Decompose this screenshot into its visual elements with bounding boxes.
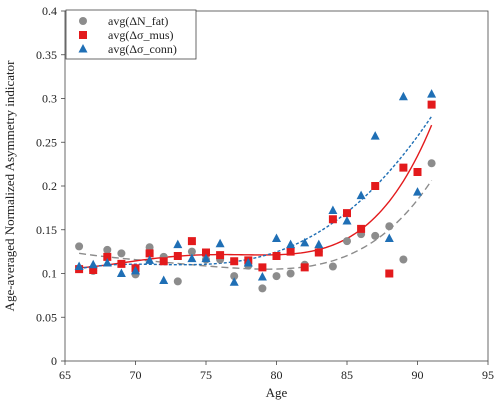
data-point (258, 284, 267, 293)
data-point (257, 272, 267, 281)
x-tick-label: 80 (271, 368, 283, 382)
data-point (300, 237, 310, 247)
data-point (314, 248, 323, 257)
data-point (173, 252, 182, 260)
data-point (159, 257, 168, 266)
data-point (286, 269, 295, 278)
data-point (384, 233, 394, 242)
data-point (300, 263, 309, 272)
y-tick-label: 0.35 (36, 48, 57, 62)
legend-label: avg(ΔN_fat) (108, 14, 168, 28)
data-point (215, 238, 225, 248)
legend-marker (78, 44, 88, 53)
x-axis-title: Age (266, 385, 288, 400)
data-point (102, 258, 112, 267)
data-point (187, 237, 196, 246)
y-tick-label: 0.4 (42, 4, 57, 18)
data-point (243, 258, 253, 267)
data-point (74, 261, 84, 270)
data-point (187, 247, 196, 256)
trendline (78, 179, 433, 270)
data-point (343, 209, 351, 218)
data-points (74, 89, 437, 293)
x-tick-label: 75 (200, 368, 212, 382)
plot-frame (64, 10, 489, 362)
data-point (370, 131, 380, 140)
data-point (145, 255, 155, 264)
data-point (427, 100, 436, 109)
data-point (328, 262, 337, 271)
data-point (399, 255, 408, 264)
y-tick-label: 0.15 (36, 223, 57, 237)
legend-box (65, 9, 197, 60)
data-point (399, 163, 408, 172)
legend-label: avg(Δσ_conn) (108, 42, 177, 56)
legend-marker (79, 17, 87, 25)
data-point (201, 253, 211, 263)
data-point (145, 243, 154, 252)
data-point (75, 242, 84, 251)
y-tick-label: 0.3 (42, 92, 57, 106)
data-point (328, 205, 338, 214)
trendline (79, 124, 433, 269)
data-point (216, 251, 225, 260)
data-point (173, 277, 182, 286)
x-tick-label: 65 (59, 368, 71, 382)
y-axis-title: Age-averaged Normalized Asymmetry indica… (2, 60, 17, 312)
x-tick-label: 70 (130, 368, 142, 382)
data-point (159, 275, 169, 284)
data-point (272, 252, 281, 260)
data-point (173, 239, 183, 249)
x-tick-label: 90 (412, 368, 424, 382)
data-point (286, 247, 295, 256)
data-point (427, 159, 436, 168)
x-tick-label: 95 (482, 368, 494, 382)
data-point (357, 224, 366, 233)
data-point (116, 268, 126, 277)
data-point (202, 248, 210, 257)
data-point (103, 245, 112, 254)
data-point (314, 239, 324, 249)
data-point (398, 91, 408, 101)
axes: 65 70 75 80 85 90 95 0 0.05 0.1 0.15 0.2 0.25 0.3 0.35… (36, 4, 494, 382)
data-point (371, 231, 380, 240)
data-point (103, 252, 112, 261)
data-point (272, 233, 281, 242)
data-point (89, 266, 98, 274)
legend-label: avg(Δσ_mus) (108, 28, 174, 42)
data-point (413, 187, 422, 196)
y-tick-label: 0.25 (36, 135, 57, 149)
data-point (117, 259, 126, 268)
data-point (230, 257, 239, 266)
legend-marker (79, 31, 87, 39)
data-point (131, 265, 140, 275)
legend: avg(ΔN_fat)avg(Δσ_mus)avg(Δσ_conn) (65, 9, 197, 60)
data-point (427, 89, 437, 98)
data-point (229, 277, 239, 286)
data-point (385, 222, 394, 231)
data-point (258, 263, 267, 272)
x-tick-label: 85 (341, 368, 353, 382)
data-point (286, 239, 296, 249)
data-point (371, 182, 380, 190)
data-point (230, 272, 239, 281)
y-tick-label: 0.05 (36, 310, 57, 324)
data-point (413, 168, 422, 176)
y-tick-label: 0.1 (42, 267, 57, 281)
data-point (272, 272, 281, 281)
y-tick-label: 0 (51, 354, 57, 368)
data-point (385, 269, 394, 278)
data-point (145, 249, 154, 258)
data-point (328, 215, 337, 224)
data-point (187, 253, 197, 263)
data-point (343, 237, 351, 246)
data-point (88, 259, 98, 269)
data-point (342, 216, 352, 225)
y-tick-label: 0.2 (42, 179, 57, 193)
data-point (356, 190, 366, 200)
data-point (117, 249, 126, 258)
